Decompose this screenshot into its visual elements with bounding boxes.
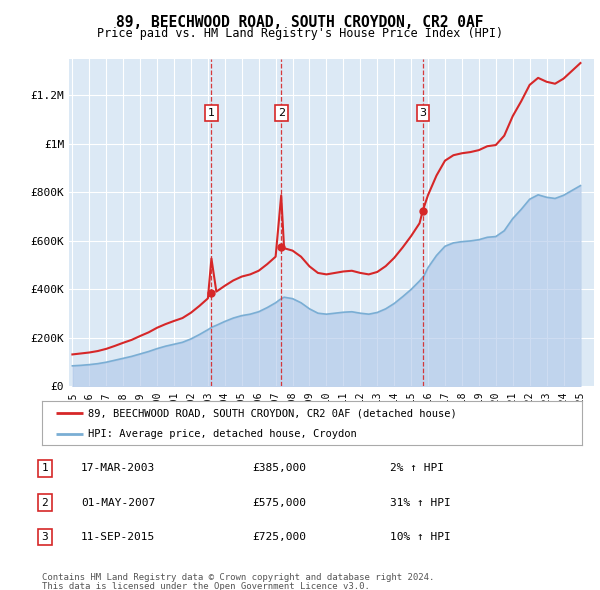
Text: 3: 3 [41, 532, 49, 542]
Text: 10% ↑ HPI: 10% ↑ HPI [390, 532, 451, 542]
Text: 11-SEP-2015: 11-SEP-2015 [81, 532, 155, 542]
Text: 3: 3 [419, 108, 426, 118]
Text: £725,000: £725,000 [252, 532, 306, 542]
Text: 89, BEECHWOOD ROAD, SOUTH CROYDON, CR2 0AF (detached house): 89, BEECHWOOD ROAD, SOUTH CROYDON, CR2 0… [88, 408, 457, 418]
Text: 2: 2 [41, 498, 49, 507]
Text: 01-MAY-2007: 01-MAY-2007 [81, 498, 155, 507]
Text: 2% ↑ HPI: 2% ↑ HPI [390, 464, 444, 473]
Text: 31% ↑ HPI: 31% ↑ HPI [390, 498, 451, 507]
Text: 2: 2 [278, 108, 285, 118]
Text: HPI: Average price, detached house, Croydon: HPI: Average price, detached house, Croy… [88, 428, 356, 438]
Text: £385,000: £385,000 [252, 464, 306, 473]
Text: This data is licensed under the Open Government Licence v3.0.: This data is licensed under the Open Gov… [42, 582, 370, 590]
Text: 1: 1 [41, 464, 49, 473]
Text: £575,000: £575,000 [252, 498, 306, 507]
Text: 17-MAR-2003: 17-MAR-2003 [81, 464, 155, 473]
Text: 89, BEECHWOOD ROAD, SOUTH CROYDON, CR2 0AF: 89, BEECHWOOD ROAD, SOUTH CROYDON, CR2 0… [116, 15, 484, 30]
Text: 1: 1 [208, 108, 215, 118]
Text: Price paid vs. HM Land Registry's House Price Index (HPI): Price paid vs. HM Land Registry's House … [97, 27, 503, 40]
Text: Contains HM Land Registry data © Crown copyright and database right 2024.: Contains HM Land Registry data © Crown c… [42, 573, 434, 582]
